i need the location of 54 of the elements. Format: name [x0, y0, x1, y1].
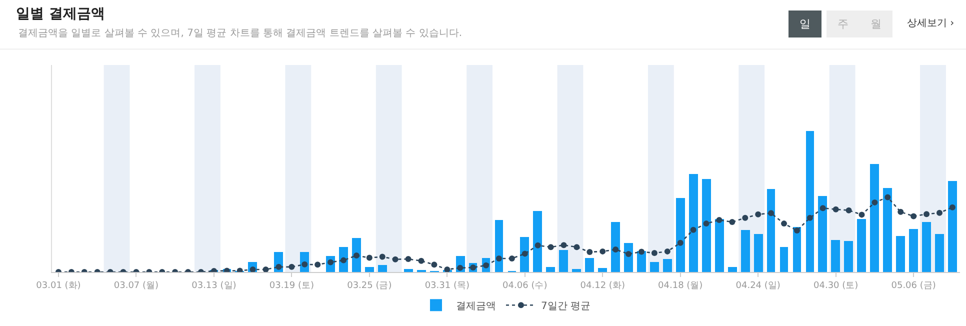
- bar: [559, 250, 568, 272]
- bar: [754, 234, 763, 272]
- bar: [922, 222, 931, 272]
- bar: [520, 237, 529, 272]
- text: 일: [800, 18, 810, 30]
- bar: [935, 234, 944, 272]
- chart-subtitle: 결제금액을 일별로 살펴볼 수 있으며, 7일 평균 차트를 통해 결제금액 트렌드를 살펴볼 수 있습니다.: [18, 28, 462, 39]
- x-tick-label: 03.31 (목): [424, 280, 470, 291]
- x-tick-label: 04.24 (일): [736, 280, 780, 291]
- bar: [689, 174, 698, 272]
- bar: [663, 259, 672, 272]
- bar: [896, 236, 905, 272]
- bar: [870, 164, 879, 272]
- bar: [365, 267, 374, 272]
- bar: [585, 258, 594, 272]
- bar: [378, 265, 387, 272]
- bar: [702, 179, 711, 272]
- x-tick-label: 04.18 (월): [658, 280, 703, 291]
- bar: [948, 181, 957, 272]
- legend-label: 7일간 평균: [541, 301, 591, 312]
- x-tick-label: 04.30 (토): [814, 280, 858, 291]
- x-tick-label: 03.13 (일): [192, 280, 236, 291]
- text: 상세보기 ›: [907, 18, 954, 29]
- bar: [883, 188, 892, 272]
- bar: [728, 267, 737, 272]
- bar: [831, 240, 840, 272]
- bar: [572, 269, 581, 272]
- bar: [598, 268, 607, 272]
- text: 주: [838, 18, 848, 30]
- x-tick-label: 05.06 (금): [891, 280, 936, 291]
- x-tick-label: 04.12 (화): [580, 280, 625, 291]
- bar: [533, 211, 542, 272]
- x-tick-label: 03.25 (금): [347, 280, 392, 291]
- x-tick-label: 03.07 (월): [114, 280, 159, 291]
- x-tick-label: 04.06 (수): [502, 280, 548, 291]
- bar: [611, 222, 620, 272]
- bar: [767, 189, 775, 272]
- bar: [676, 198, 685, 272]
- bar: [546, 267, 555, 272]
- bar: [741, 230, 750, 272]
- x-tick-label: 03.01 (화): [36, 280, 81, 291]
- bar: [844, 241, 853, 272]
- bar: [818, 196, 827, 272]
- bar: [650, 262, 659, 272]
- x-tick-label: 03.19 (토): [269, 280, 314, 291]
- chart-title: 일별 결제금액: [16, 6, 105, 22]
- bar: [404, 269, 413, 272]
- bar: [806, 131, 814, 272]
- legend-label: 결제금액: [456, 301, 496, 312]
- bar: [780, 247, 788, 272]
- bar: [793, 227, 801, 272]
- text: 월: [870, 18, 882, 30]
- bar: [909, 229, 918, 272]
- bar: [495, 220, 503, 272]
